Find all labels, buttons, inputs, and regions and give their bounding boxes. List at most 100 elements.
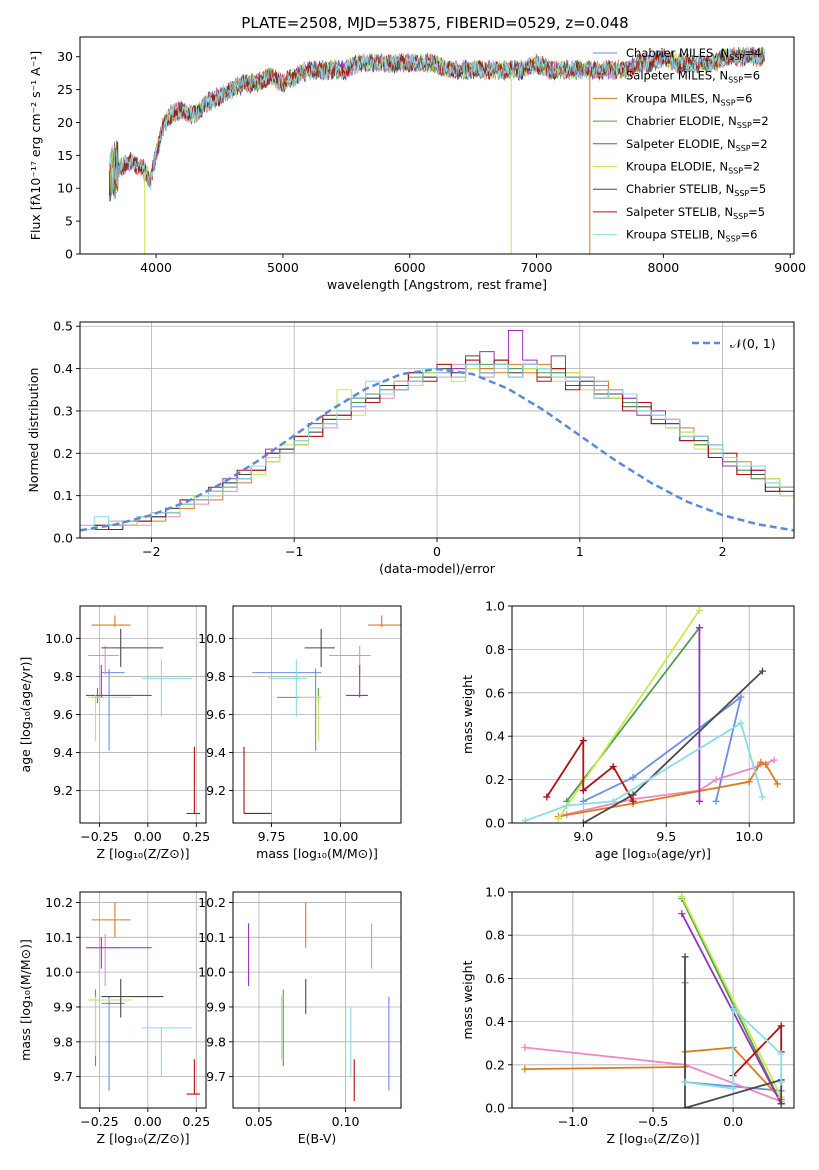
mw-marker-kroupa_stelib: [777, 1050, 785, 1058]
plot-mass_vs_ebv: [229, 891, 402, 1112]
x-tick-label: 9000: [774, 260, 806, 275]
legend-label-kroupa_elodie: Kroupa ELODIE, NSSP=2: [626, 160, 760, 176]
axes-frame: [79, 36, 795, 255]
x-axis-label: Z [log₁₀(Z/Z⊙)]: [607, 1131, 700, 1146]
y-tick-label: 10.1: [198, 930, 226, 945]
y-tick-label: 0.5: [53, 319, 73, 334]
y-tick-label: 9.4: [206, 745, 226, 760]
y-axis-label: Flux [fλ10⁻¹⁷ erg cm⁻² s⁻¹ A⁻¹]: [28, 51, 43, 240]
mw-line-salpeter_miles: [566, 759, 775, 816]
mw-marker-kroupa_stelib: [729, 1085, 737, 1093]
mw-marker-kroupa_stelib: [737, 719, 745, 727]
normal-legend-label: 𝒩(0, 1): [730, 336, 776, 351]
mw-marker-salpeter_stelib: [777, 1022, 785, 1030]
y-tick-label: 0.0: [53, 531, 73, 546]
y-tick-label: 0.8: [485, 928, 505, 943]
y-tick-label: 9.8: [53, 1034, 73, 1049]
spectrum-line-kroupa_stelib: [108, 46, 765, 194]
mw-line-kroupa_elodie: [557, 609, 701, 820]
y-tick-label: 25: [57, 82, 73, 97]
x-tick-label: 2: [719, 544, 727, 559]
y-tick-label: 30: [57, 49, 73, 64]
y-axis-label: Normed distribution: [26, 368, 41, 493]
y-tick-label: 0.2: [485, 1057, 505, 1072]
y-tick-label: 0.2: [53, 446, 73, 461]
y-tick-label: 9.8: [206, 669, 226, 684]
x-axis-label: (data-model)/error: [379, 561, 496, 576]
y-tick-label: 9.6: [206, 707, 226, 722]
x-tick-label: 8000: [647, 260, 679, 275]
mw-line-kroupa_elodie: [680, 895, 783, 1098]
y-tick-label: 9.7: [53, 1069, 73, 1084]
mw-marker-kroupa_elodie: [678, 892, 686, 900]
y-tick-label: 9.8: [206, 1034, 226, 1049]
plot-area: [521, 892, 785, 1108]
mw-marker-chabrier_stelib: [777, 1100, 785, 1108]
normal-curve: [80, 367, 794, 532]
mw-marker-kroupa_stelib: [521, 817, 529, 823]
mw-marker-kroupa_miles: [757, 758, 765, 766]
y-tick-label: 0.8: [485, 642, 505, 657]
mw-marker-chabrier_stelib: [629, 791, 637, 799]
axes-frame: [232, 891, 402, 1109]
mw-marker-salpeter_elodie: [695, 624, 703, 632]
legend-label-kroupa_miles: Kroupa MILES, NSSP=6: [626, 91, 752, 107]
x-tick-label: −1.0: [558, 1114, 588, 1129]
legend-label-salpeter_miles: Salpeter MILES, NSSP=6: [626, 69, 760, 85]
y-tick-label: 9.2: [53, 783, 73, 798]
y-tick-label: 9.9: [53, 999, 73, 1014]
y-tick-label: 0.2: [485, 772, 505, 787]
y-tick-label: 10: [57, 181, 73, 196]
plot-residuals: [76, 321, 795, 542]
y-tick-label: 0.6: [485, 971, 505, 986]
x-tick-label: 10.00: [323, 829, 359, 844]
mw-marker-kroupa_miles: [745, 778, 753, 786]
x-tick-label: 0.10: [332, 1114, 360, 1129]
y-tick-label: 15: [57, 148, 73, 163]
y-tick-label: 0.4: [53, 361, 73, 376]
legend-label-chabrier_miles: Chabrier MILES, NSSP=4: [626, 46, 761, 62]
y-tick-label: 10.2: [45, 895, 73, 910]
y-tick-label: 10.0: [198, 631, 226, 646]
y-tick-label: 10.1: [45, 930, 73, 945]
plot-spectrum: [76, 36, 795, 258]
x-tick-label: 0.25: [182, 829, 210, 844]
plot-age_vs_mass: [229, 605, 402, 827]
y-axis-label: mass weight: [460, 960, 475, 1039]
mw-line-chabrier_stelib: [684, 956, 783, 1108]
mw-marker-salpeter_miles: [521, 1044, 529, 1052]
mw-marker-kroupa_miles: [773, 780, 781, 788]
y-tick-label: 9.9: [206, 999, 226, 1014]
mw-marker-salpeter_stelib: [579, 737, 587, 745]
mw-marker-chabrier_stelib: [681, 953, 689, 961]
mw-marker-salpeter_elodie: [678, 910, 686, 918]
x-tick-label: −2: [142, 544, 160, 559]
mw-marker-salpeter_miles: [712, 776, 720, 784]
axes-frame: [79, 891, 207, 1109]
mw-marker-salpeter_stelib: [629, 797, 637, 805]
y-tick-label: 0.4: [485, 729, 505, 744]
y-tick-label: 0.0: [485, 816, 505, 831]
y-tick-label: 9.8: [53, 669, 73, 684]
y-axis-label: mass [log₁₀(M/M⊙)]: [18, 939, 33, 1061]
x-axis-label: age [log₁₀(age/yr)]: [595, 846, 711, 861]
mw-marker-chabrier_miles: [712, 797, 720, 805]
x-tick-label: 10.0: [735, 829, 763, 844]
mw-marker-salpeter_stelib: [609, 763, 617, 771]
x-axis-label: E(B-V): [298, 1131, 337, 1146]
y-tick-label: 10.0: [45, 965, 73, 980]
plot-area: [108, 46, 765, 254]
mw-marker-kroupa_stelib: [777, 1078, 785, 1086]
x-tick-label: 6000: [394, 260, 426, 275]
x-tick-label: 9.75: [258, 829, 286, 844]
y-tick-label: 9.2: [206, 783, 226, 798]
plot-area: [521, 606, 781, 823]
y-tick-label: 20: [57, 115, 73, 130]
y-axis-label: mass weight: [460, 675, 475, 754]
mw-marker-kroupa_stelib: [563, 802, 571, 810]
y-tick-label: 0.4: [485, 1014, 505, 1029]
x-tick-label: 0.0: [723, 1114, 743, 1129]
x-tick-label: 9.0: [573, 829, 593, 844]
x-tick-label: −0.5: [638, 1114, 668, 1129]
